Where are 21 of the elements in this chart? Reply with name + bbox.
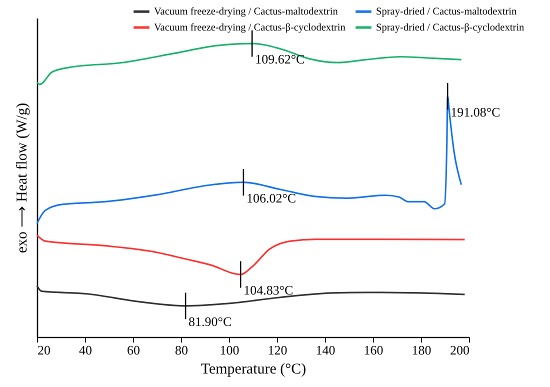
annotation: 81.90°C <box>188 314 232 329</box>
x-tick-label: 100 <box>220 342 240 358</box>
annotation: 191.08°C <box>450 104 500 120</box>
legend-label: Spray-dried / Cactus-β-cyclodextrin <box>376 22 524 34</box>
legend-label: Vacuum freeze-drying / Cactus-maltodextrin <box>154 6 338 18</box>
annotation: 109.62°C <box>255 52 305 67</box>
annotation: 106.02°C <box>246 190 296 206</box>
x-tick-label: 20 <box>38 342 50 358</box>
legend-label: Spray-dried / Cactus-maltodextrin <box>376 6 517 18</box>
x-tick-label: 60 <box>127 342 140 358</box>
y-axis-title: exo ⟶ Heat flow (W/g) <box>14 102 30 254</box>
x-axis-title: Temperature (°C) <box>200 362 306 378</box>
legend-label: Vacuum freeze-drying / Cactus-β-cyclodextrin <box>154 22 346 34</box>
x-tick-label: 140 <box>316 342 336 358</box>
x-tick-label: 40 <box>79 342 92 358</box>
x-tick-label: 80 <box>175 342 188 358</box>
x-tick-label: 160 <box>364 342 384 358</box>
x-tick-label: 120 <box>268 342 288 358</box>
x-tick-label: 200 <box>450 342 470 358</box>
x-tick-label: 180 <box>412 342 432 358</box>
annotation: 104.83°C <box>244 282 294 298</box>
